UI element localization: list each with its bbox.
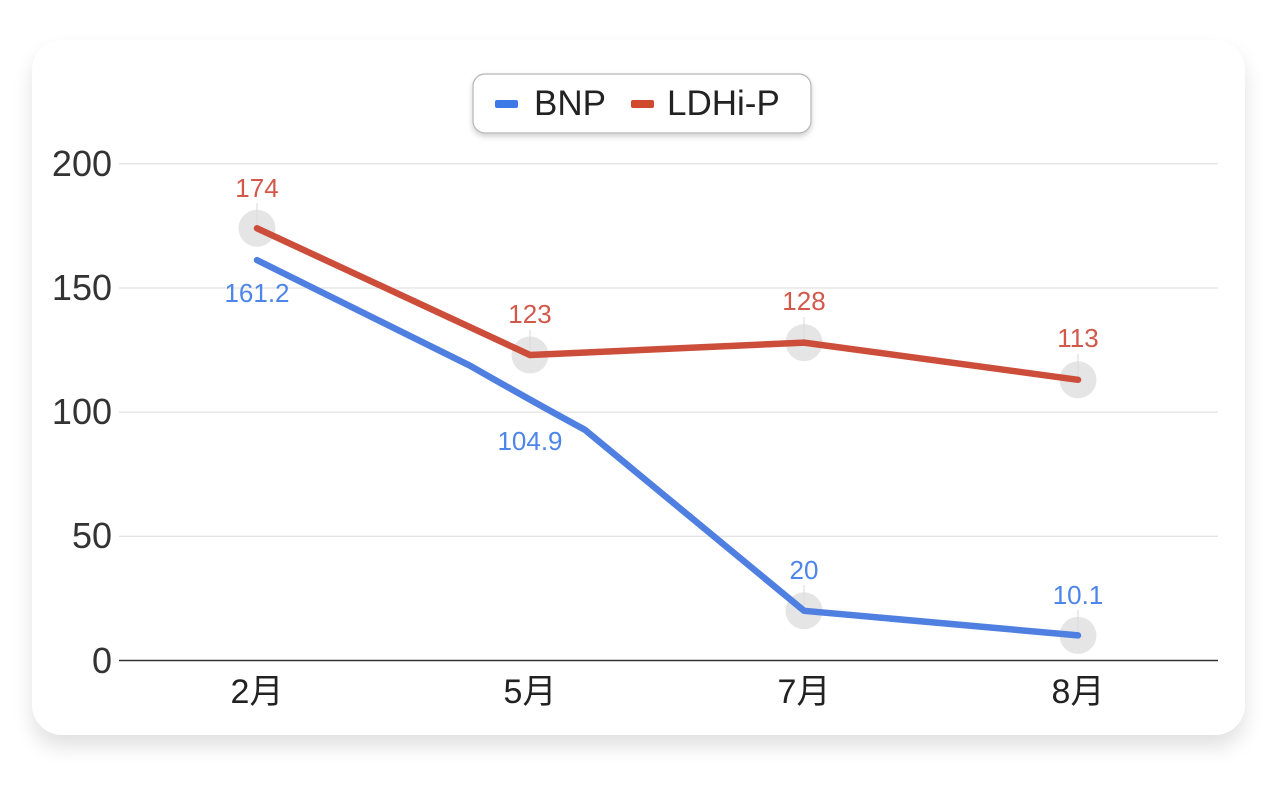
svg-text:104.9: 104.9 [497, 426, 562, 456]
svg-text:10.1: 10.1 [1053, 580, 1104, 610]
svg-text:20: 20 [790, 555, 819, 585]
svg-text:LDHi-P: LDHi-P [667, 84, 780, 123]
svg-text:8月: 8月 [1052, 673, 1105, 711]
svg-text:128: 128 [782, 286, 825, 316]
svg-text:123: 123 [508, 299, 551, 329]
svg-text:2月: 2月 [231, 673, 284, 711]
svg-text:174: 174 [235, 173, 278, 203]
svg-text:161.2: 161.2 [224, 278, 289, 308]
svg-text:5月: 5月 [504, 673, 557, 711]
svg-text:BNP: BNP [534, 84, 606, 123]
svg-text:0: 0 [92, 640, 112, 681]
svg-text:100: 100 [52, 391, 112, 432]
svg-text:113: 113 [1057, 323, 1098, 353]
svg-text:7月: 7月 [778, 673, 831, 711]
svg-text:50: 50 [72, 515, 112, 556]
svg-text:200: 200 [52, 143, 112, 184]
svg-text:150: 150 [52, 267, 112, 308]
